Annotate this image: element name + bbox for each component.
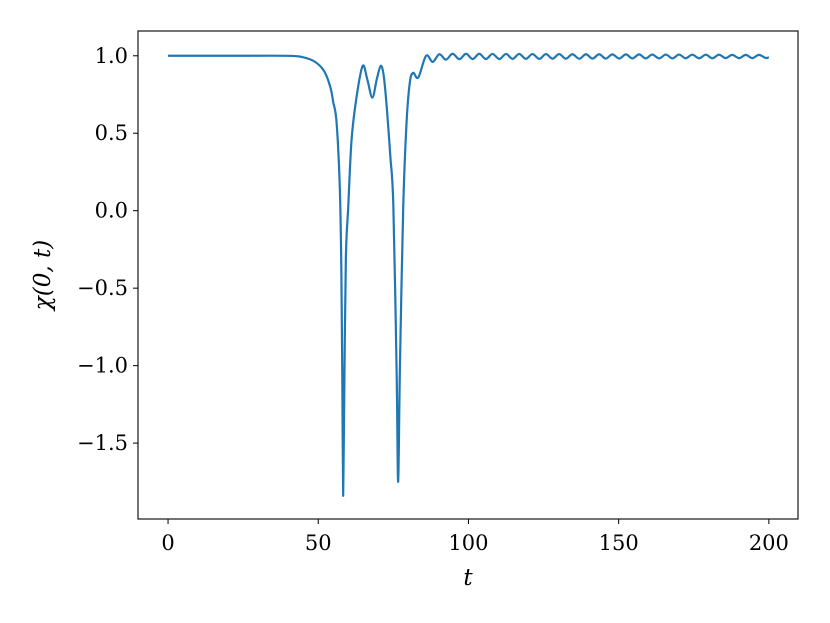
- series-line: [168, 52, 770, 497]
- x-axis-label: t: [463, 565, 473, 591]
- y-axis-label: χ(0, t): [30, 240, 56, 312]
- y-axis-ticks: 1.0 0.5 0.0 −0.5 −1.0 −1.5: [77, 44, 138, 455]
- y-tick-label: 0.5: [95, 121, 128, 145]
- x-tick-label: 150: [599, 531, 639, 555]
- x-tick-label: 0: [161, 531, 174, 555]
- y-tick-label: −0.5: [77, 276, 128, 300]
- y-tick-label: 1.0: [95, 44, 128, 68]
- x-tick-label: 100: [448, 531, 488, 555]
- x-tick-label: 200: [749, 531, 789, 555]
- y-tick-label: −1.0: [77, 354, 128, 378]
- x-tick-label: 50: [305, 531, 332, 555]
- x-axis-ticks: 0 50 100 150 200: [161, 519, 789, 555]
- y-tick-label: −1.5: [77, 431, 128, 455]
- y-tick-label: 0.0: [95, 199, 128, 223]
- plot-frame: [137, 30, 799, 520]
